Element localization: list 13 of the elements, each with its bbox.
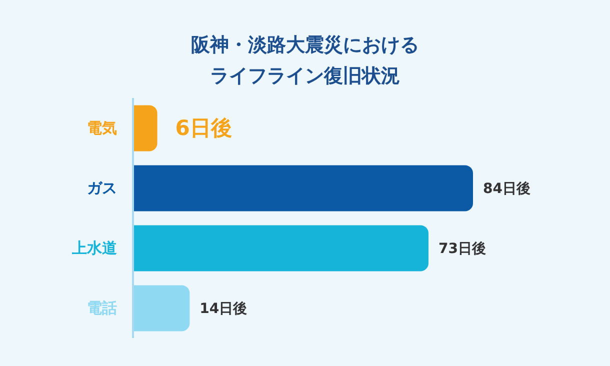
data-label: 84日後 [483,181,530,198]
data-label: 6日後 [175,116,232,140]
data-label: 14日後 [200,301,248,318]
bar [133,225,428,272]
y-tick-label: 電気 [87,119,117,137]
y-tick-label: 上水道 [71,239,118,257]
y-tick-label: 電話 [87,299,117,317]
bar [133,105,158,152]
bar [133,285,190,332]
chart-title: 阪神・淡路大震災におけるライフライン復旧状況 [190,33,420,89]
data-label: 73日後 [438,241,486,258]
bar [133,165,473,212]
y-tick-label: ガス [87,179,117,197]
